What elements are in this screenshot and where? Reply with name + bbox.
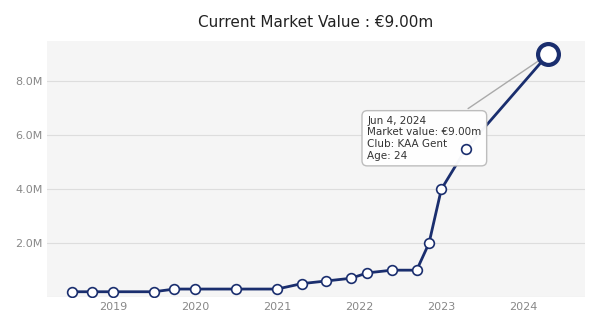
Title: Current Market Value : €9.00m: Current Market Value : €9.00m bbox=[199, 15, 434, 30]
Text: Jun 4, 2024
Market value: €9.00m
Club: KAA Gent
Age: 24: Jun 4, 2024 Market value: €9.00m Club: K… bbox=[367, 56, 546, 161]
